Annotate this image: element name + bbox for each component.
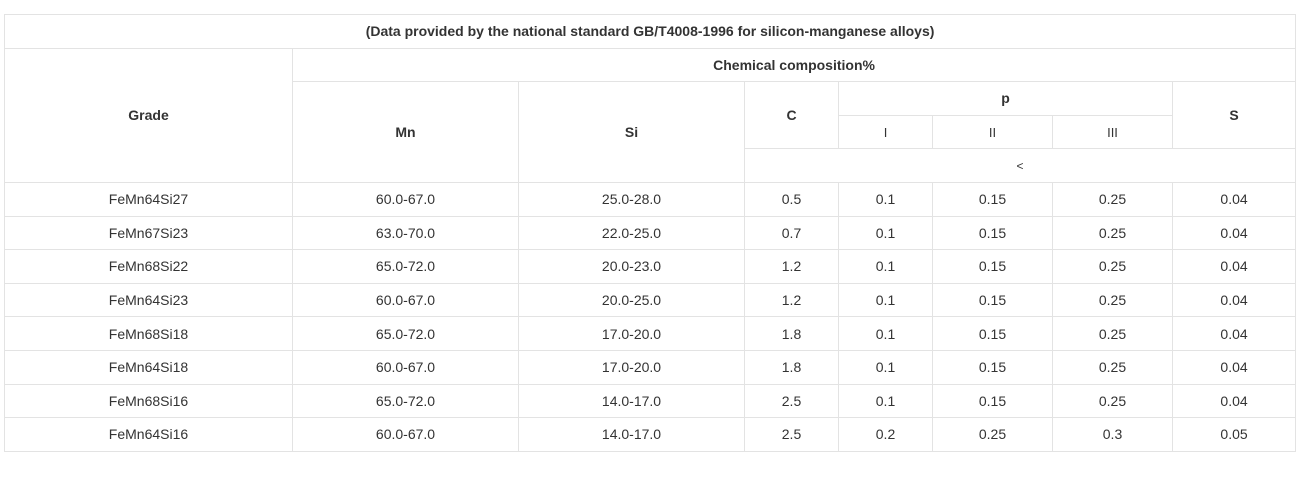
- cell-p1: 0.1: [838, 181, 933, 217]
- cell-c: 0.7: [744, 215, 839, 251]
- cell-grade: FeMn67Si23: [4, 215, 293, 251]
- table-row: FeMn68Si18 65.0-72.0 17.0-20.0 1.8 0.1 0…: [4, 316, 1297, 351]
- header-p-class-1: I: [838, 114, 933, 150]
- table-caption: (Data provided by the national standard …: [3, 14, 1297, 49]
- cell-si: 20.0-25.0: [518, 282, 745, 318]
- cell-s: 0.04: [1171, 249, 1297, 284]
- header-c: C: [744, 81, 839, 150]
- header-si: Si: [518, 81, 745, 183]
- cell-p2: 0.15: [932, 215, 1053, 251]
- cell-p1: 0.2: [838, 417, 933, 452]
- cell-c: 2.5: [744, 417, 839, 452]
- cell-p2: 0.15: [932, 349, 1053, 385]
- cell-s: 0.04: [1171, 282, 1297, 318]
- table-row: FeMn64Si27 60.0-67.0 25.0-28.0 0.5 0.1 0…: [4, 181, 1297, 217]
- cell-p1: 0.1: [838, 282, 933, 318]
- cell-p3: 0.25: [1052, 181, 1173, 217]
- cell-mn: 63.0-70.0: [292, 215, 519, 251]
- cell-p1: 0.1: [838, 249, 933, 284]
- cell-c: 1.2: [744, 282, 839, 318]
- cell-c: 0.5: [744, 181, 839, 217]
- cell-si: 20.0-23.0: [518, 249, 745, 284]
- cell-p2: 0.15: [932, 181, 1053, 217]
- cell-p3: 0.25: [1052, 249, 1173, 284]
- cell-p3: 0.3: [1052, 417, 1173, 452]
- cell-s: 0.04: [1171, 349, 1297, 385]
- cell-p2: 0.15: [932, 249, 1053, 284]
- header-s: S: [1171, 81, 1297, 150]
- cell-p1: 0.1: [838, 316, 933, 351]
- cell-grade: FeMn64Si16: [4, 417, 293, 452]
- header-grade: Grade: [4, 47, 293, 183]
- cell-p3: 0.25: [1052, 215, 1173, 251]
- cell-mn: 60.0-67.0: [292, 181, 519, 217]
- cell-grade: FeMn68Si18: [4, 316, 293, 351]
- table-row: FeMn64Si16 60.0-67.0 14.0-17.0 2.5 0.2 0…: [4, 417, 1297, 452]
- header-p-class-2: II: [932, 114, 1053, 150]
- cell-si: 14.0-17.0: [518, 417, 745, 452]
- cell-mn: 60.0-67.0: [292, 349, 519, 385]
- cell-p1: 0.1: [838, 383, 933, 419]
- cell-grade: FeMn64Si27: [4, 181, 293, 217]
- caption-row: (Data provided by the national standard …: [3, 14, 1297, 49]
- header-p: p: [838, 81, 1173, 116]
- cell-si: 22.0-25.0: [518, 215, 745, 251]
- composition-table: (Data provided by the national standard …: [3, 14, 1297, 452]
- cell-c: 1.2: [744, 249, 839, 284]
- cell-s: 0.04: [1171, 181, 1297, 217]
- cell-s: 0.04: [1171, 383, 1297, 419]
- cell-grade: FeMn64Si18: [4, 349, 293, 385]
- cell-si: 25.0-28.0: [518, 181, 745, 217]
- cell-p2: 0.15: [932, 282, 1053, 318]
- table-row: FeMn68Si22 65.0-72.0 20.0-23.0 1.2 0.1 0…: [4, 249, 1297, 284]
- cell-s: 0.04: [1171, 215, 1297, 251]
- cell-si: 17.0-20.0: [518, 316, 745, 351]
- cell-p3: 0.25: [1052, 383, 1173, 419]
- table-row: FeMn68Si16 65.0-72.0 14.0-17.0 2.5 0.1 0…: [4, 383, 1297, 419]
- cell-p3: 0.25: [1052, 349, 1173, 385]
- cell-p2: 0.15: [932, 383, 1053, 419]
- header-row-3: I II III: [5, 114, 1296, 150]
- cell-grade: FeMn64Si23: [4, 282, 293, 318]
- cell-grade: FeMn68Si16: [4, 383, 293, 419]
- header-mn: Mn: [292, 81, 519, 183]
- cell-s: 0.05: [1171, 417, 1297, 452]
- cell-grade: FeMn68Si22: [4, 249, 293, 284]
- cell-p3: 0.25: [1052, 316, 1173, 351]
- table-row: FeMn64Si18 60.0-67.0 17.0-20.0 1.8 0.1 0…: [4, 349, 1297, 385]
- cell-p3: 0.25: [1052, 282, 1173, 318]
- cell-mn: 65.0-72.0: [292, 383, 519, 419]
- cell-mn: 65.0-72.0: [292, 249, 519, 284]
- header-limit-symbol: <: [743, 148, 1297, 183]
- cell-p2: 0.15: [932, 316, 1053, 351]
- cell-p1: 0.1: [838, 349, 933, 385]
- header-p-class-3: III: [1052, 114, 1173, 150]
- cell-c: 1.8: [744, 316, 839, 351]
- cell-mn: 60.0-67.0: [292, 417, 519, 452]
- cell-p2: 0.25: [932, 417, 1053, 452]
- cell-p1: 0.1: [838, 215, 933, 251]
- cell-si: 17.0-20.0: [518, 349, 745, 385]
- header-chemical-composition: Chemical composition%: [291, 47, 1297, 83]
- composition-table-container: (Data provided by the national standard …: [3, 14, 1297, 452]
- cell-c: 1.8: [744, 349, 839, 385]
- cell-mn: 60.0-67.0: [292, 282, 519, 318]
- table-row: FeMn64Si23 60.0-67.0 20.0-25.0 1.2 0.1 0…: [4, 282, 1297, 318]
- cell-si: 14.0-17.0: [518, 383, 745, 419]
- cell-c: 2.5: [744, 383, 839, 419]
- header-row-1: Grade Chemical composition%: [4, 47, 1297, 183]
- cell-mn: 65.0-72.0: [292, 316, 519, 351]
- table-row: FeMn67Si23 63.0-70.0 22.0-25.0 0.7 0.1 0…: [4, 215, 1297, 251]
- cell-s: 0.04: [1171, 316, 1297, 351]
